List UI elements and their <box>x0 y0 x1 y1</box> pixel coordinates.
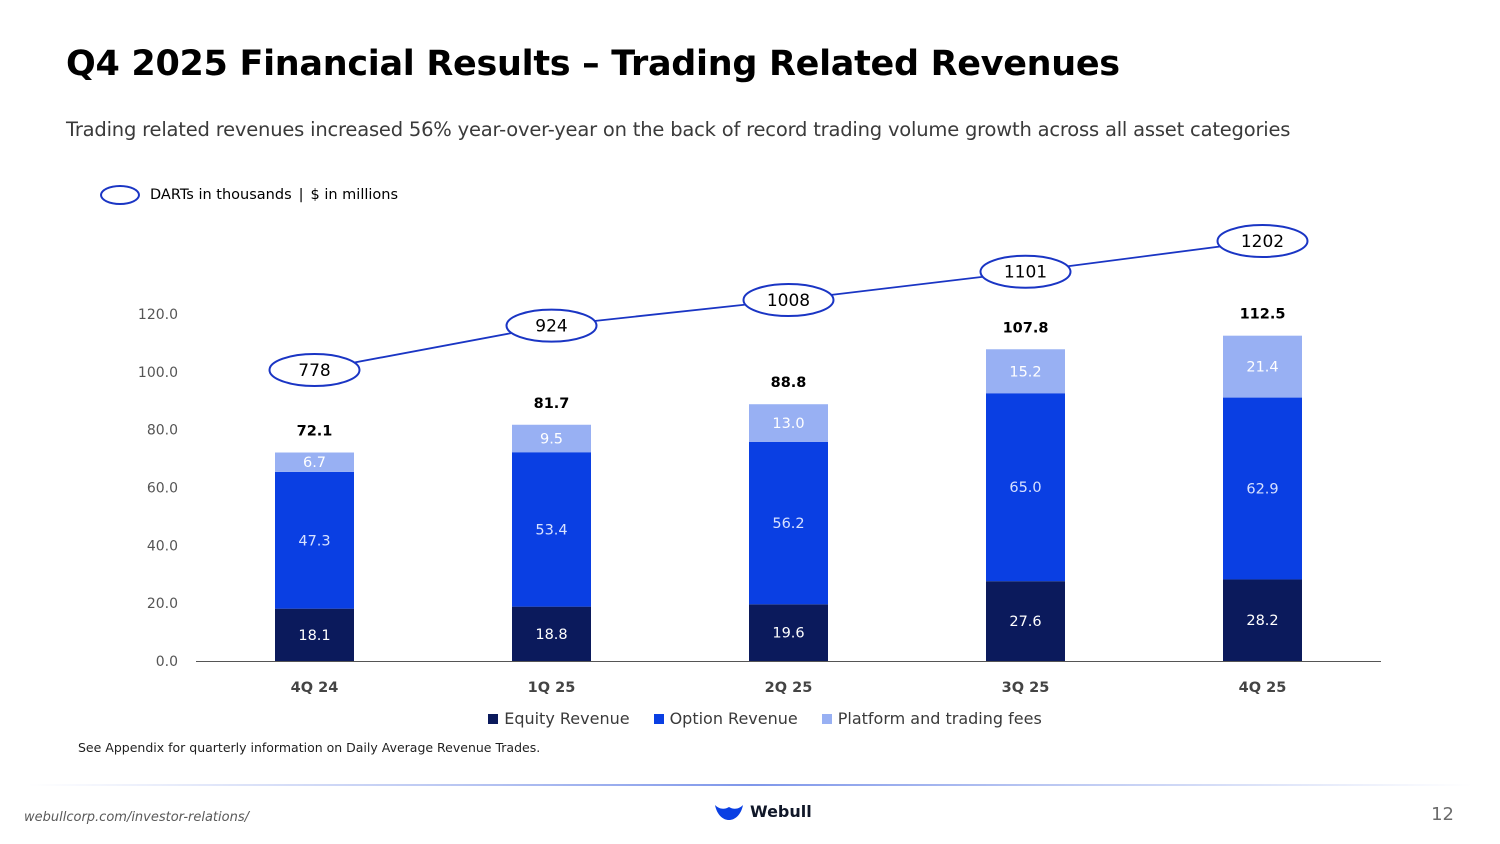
bar-segment-option <box>512 452 591 607</box>
units-dollars: $ in millions <box>310 187 399 203</box>
bar-value-label: 53.4 <box>535 522 567 538</box>
legend-item-option: Option Revenue <box>653 709 798 728</box>
bar-value-label: 13.0 <box>772 416 804 432</box>
legend-swatch-equity <box>488 713 499 724</box>
bar-segment-equity <box>1223 579 1302 661</box>
x-tick-label: 4Q 24 <box>291 680 339 696</box>
bar-segment-platform <box>749 404 828 442</box>
dart-value-label: 1008 <box>767 291 810 311</box>
bar-segment-platform <box>512 424 591 453</box>
y-tick-label: 120.0 <box>138 307 178 323</box>
bar-segment-option <box>749 441 828 605</box>
y-tick-label: 20.0 <box>147 596 178 612</box>
webull-logo: Webull <box>714 801 812 821</box>
x-tick-label: 4Q 25 <box>1239 680 1287 696</box>
legend-label-option: Option Revenue <box>669 709 798 728</box>
dart-point-oval <box>268 353 361 387</box>
dart-value-label: 924 <box>535 317 567 337</box>
bar-total-label: 107.8 <box>1003 320 1049 336</box>
bar-value-label: 6.7 <box>303 455 326 471</box>
bar-segment-equity <box>749 604 828 661</box>
footer-divider <box>28 784 1472 786</box>
logo-text: Webull <box>750 801 812 821</box>
legend-label-platform: Platform and trading fees <box>837 709 1042 728</box>
legend-swatch-platform <box>821 713 832 724</box>
y-tick-label: 60.0 <box>147 481 178 497</box>
dart-oval-legend-icon <box>100 185 140 205</box>
bar-segment-platform <box>275 452 354 472</box>
bar-value-label: 21.4 <box>1246 360 1278 376</box>
bar-segment-platform <box>1223 335 1302 398</box>
bar-total-label: 72.1 <box>297 424 333 440</box>
bar-value-label: 15.2 <box>1009 364 1041 380</box>
units-darts: DARTs in thousands <box>150 187 292 203</box>
bar-segment-platform <box>986 349 1065 394</box>
dart-point-oval <box>979 254 1072 289</box>
bar-value-label: 9.5 <box>540 431 563 447</box>
webull-logo-icon <box>715 805 743 820</box>
bar-value-label: 65.0 <box>1009 480 1041 496</box>
page-title: Q4 2025 Financial Results – Trading Rela… <box>66 44 1120 84</box>
bar-value-label: 18.1 <box>298 628 330 644</box>
y-tick-label: 100.0 <box>138 365 178 381</box>
bar-value-label: 56.2 <box>772 516 804 532</box>
bar-value-label: 28.2 <box>1246 613 1278 629</box>
y-tick-label: 40.0 <box>147 538 178 554</box>
bar-segment-equity <box>986 581 1065 661</box>
bar-segment-option <box>986 393 1065 582</box>
bar-segment-equity <box>275 608 354 661</box>
bar-segment-option <box>275 471 354 609</box>
chart-legend: Equity Revenue Option Revenue Platform a… <box>0 709 1500 728</box>
bar-total-label: 81.7 <box>534 396 570 412</box>
page-number: 12 <box>1431 804 1454 825</box>
bar-total-label: 88.8 <box>771 375 807 391</box>
bar-value-label: 27.6 <box>1009 614 1041 630</box>
dart-value-label: 778 <box>298 361 330 381</box>
bar-value-label: 19.6 <box>772 626 804 642</box>
footer-url[interactable]: webullcorp.com/investor-relations/ <box>24 810 249 825</box>
dart-point-oval <box>742 283 835 318</box>
bar-value-label: 47.3 <box>298 533 330 549</box>
bar-value-label: 62.9 <box>1246 482 1278 498</box>
bar-total-label: 112.5 <box>1240 307 1286 323</box>
page-subtitle: Trading related revenues increased 56% y… <box>66 118 1291 141</box>
x-tick-label: 2Q 25 <box>765 680 813 696</box>
bar-segment-option <box>1223 397 1302 580</box>
bar-value-label: 18.8 <box>535 627 567 643</box>
dart-point-oval <box>1216 224 1309 258</box>
y-tick-label: 0.0 <box>156 654 178 670</box>
units-note: DARTs in thousands | $ in millions <box>100 183 398 207</box>
legend-swatch-option <box>653 713 664 724</box>
dart-value-label: 1101 <box>1004 263 1047 283</box>
bar-segment-equity <box>512 606 591 661</box>
footnote: See Appendix for quarterly information o… <box>78 740 541 755</box>
x-tick-label: 1Q 25 <box>528 680 576 696</box>
legend-item-equity: Equity Revenue <box>488 709 630 728</box>
legend-item-platform: Platform and trading fees <box>821 709 1042 728</box>
x-tick-label: 3Q 25 <box>1002 680 1050 696</box>
y-tick-label: 80.0 <box>147 423 178 439</box>
units-separator: | <box>298 187 304 203</box>
dart-point-oval <box>505 308 598 343</box>
legend-label-equity: Equity Revenue <box>504 709 630 728</box>
dart-value-label: 1202 <box>1241 232 1284 252</box>
